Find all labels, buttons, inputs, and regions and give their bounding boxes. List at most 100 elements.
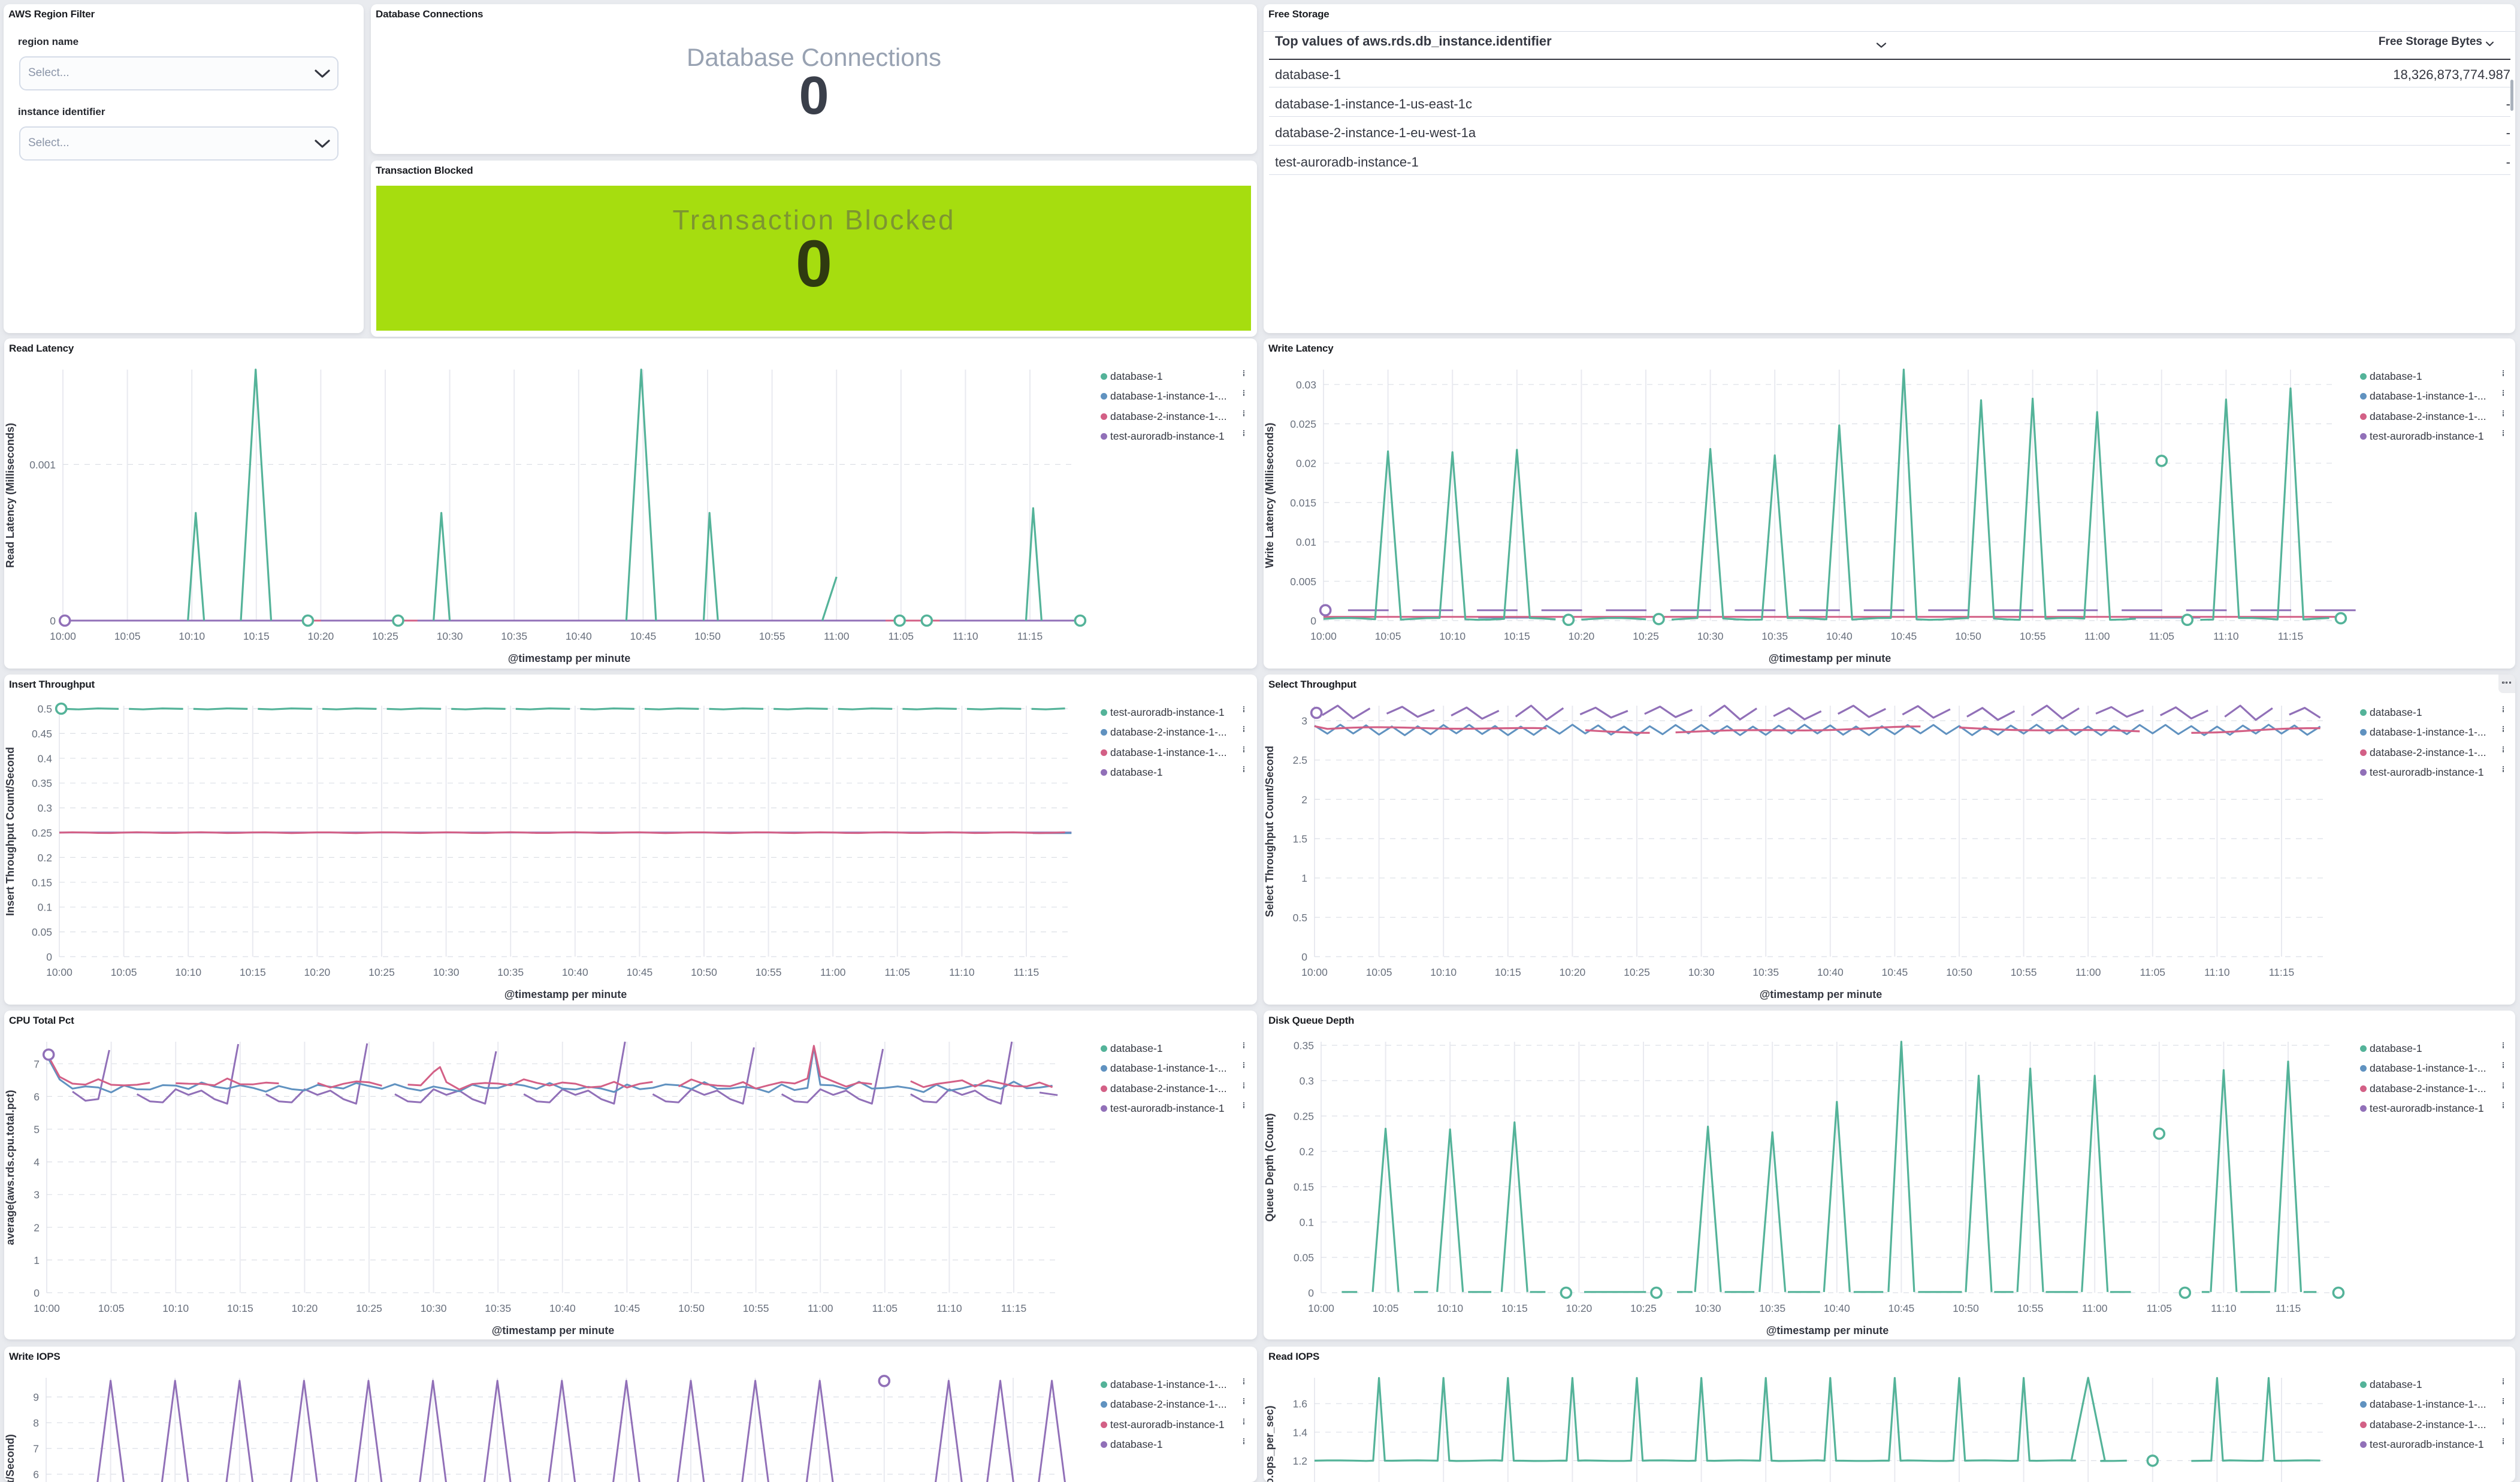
svg-text:Queue Depth (Count): Queue Depth (Count) [1264, 1114, 1276, 1222]
svg-text:0.35: 0.35 [32, 778, 52, 790]
svg-text:Read Latency (Milliseconds): Read Latency (Milliseconds) [4, 423, 16, 568]
svg-text:11:15: 11:15 [1001, 1302, 1027, 1314]
svg-text:10:00: 10:00 [34, 1302, 60, 1314]
svg-text:10:10: 10:10 [1430, 966, 1457, 978]
svg-text:0.45: 0.45 [32, 728, 52, 740]
svg-text:0.25: 0.25 [32, 827, 52, 839]
svg-text:10:25: 10:25 [1624, 966, 1650, 978]
svg-text:11:15: 11:15 [1017, 630, 1043, 642]
svg-text:10:45: 10:45 [1889, 1302, 1915, 1314]
svg-text:10:55: 10:55 [756, 966, 782, 978]
svg-text:1.4: 1.4 [1293, 1426, 1308, 1438]
svg-text:0.4: 0.4 [38, 752, 53, 764]
svg-text:11:15: 11:15 [2269, 966, 2295, 978]
svg-text:6: 6 [34, 1091, 40, 1103]
svg-text:7: 7 [34, 1058, 40, 1070]
svg-text:11:10: 11:10 [936, 1302, 962, 1314]
svg-text:0.005: 0.005 [1290, 576, 1316, 588]
svg-text:0.3: 0.3 [38, 802, 52, 814]
svg-text:0.25: 0.25 [1294, 1111, 1314, 1123]
svg-text:@timestamp per minute: @timestamp per minute [492, 1324, 615, 1336]
svg-text:11:00: 11:00 [808, 1302, 833, 1314]
svg-text:10:35: 10:35 [1752, 966, 1779, 978]
svg-text:0.02: 0.02 [1296, 458, 1316, 470]
svg-text:10:15: 10:15 [240, 966, 266, 978]
svg-text:1.6: 1.6 [1293, 1398, 1307, 1410]
svg-text:Write Latency (Milliseconds): Write Latency (Milliseconds) [1264, 423, 1276, 568]
svg-text:10:05: 10:05 [1375, 630, 1401, 642]
svg-text:10:45: 10:45 [630, 630, 657, 642]
svg-text:10:20: 10:20 [1566, 1302, 1593, 1314]
svg-text:10:25: 10:25 [372, 630, 398, 642]
svg-text:10:30: 10:30 [433, 966, 460, 978]
svg-text:10:55: 10:55 [2020, 630, 2046, 642]
svg-text:0.1: 0.1 [1300, 1217, 1314, 1229]
svg-text:10:55: 10:55 [2017, 1302, 2044, 1314]
svg-text:10:25: 10:25 [1630, 1302, 1657, 1314]
svg-text:11:15: 11:15 [2278, 630, 2304, 642]
svg-text:10:30: 10:30 [421, 1302, 447, 1314]
svg-text:@timestamp per minute: @timestamp per minute [1769, 652, 1891, 664]
svg-text:10:15: 10:15 [227, 1302, 253, 1314]
svg-text:10:05: 10:05 [98, 1302, 125, 1314]
svg-text:0.5: 0.5 [1293, 912, 1307, 924]
svg-text:10:20: 10:20 [308, 630, 334, 642]
svg-text:10:45: 10:45 [1882, 966, 1908, 978]
svg-text:10:55: 10:55 [2011, 966, 2037, 978]
svg-text:2: 2 [34, 1221, 40, 1233]
svg-text:7: 7 [33, 1443, 39, 1455]
svg-text:8: 8 [33, 1417, 39, 1429]
svg-text:10:40: 10:40 [1817, 966, 1844, 978]
svg-text:11:05: 11:05 [2147, 1302, 2172, 1314]
svg-text:10:20: 10:20 [292, 1302, 318, 1314]
svg-text:10:40: 10:40 [1824, 1302, 1850, 1314]
svg-text:10:40: 10:40 [566, 630, 592, 642]
svg-text:0.1: 0.1 [38, 902, 52, 914]
svg-text:11:10: 11:10 [953, 630, 978, 642]
svg-text:@timestamp per minute: @timestamp per minute [504, 988, 627, 1000]
svg-text:0: 0 [1308, 1287, 1314, 1299]
svg-text:10:20: 10:20 [1560, 966, 1586, 978]
svg-text:10:15: 10:15 [1504, 630, 1530, 642]
svg-text:10:05: 10:05 [114, 630, 141, 642]
svg-text:10:15: 10:15 [243, 630, 270, 642]
svg-text:1: 1 [34, 1254, 40, 1266]
svg-text:@timestamp per minute: @timestamp per minute [508, 652, 631, 664]
svg-text:Select Throughput Count/Second: Select Throughput Count/Second [1264, 746, 1276, 917]
svg-text:10:15: 10:15 [1501, 1302, 1528, 1314]
svg-text:10:35: 10:35 [485, 1302, 511, 1314]
svg-text:11:10: 11:10 [2213, 630, 2239, 642]
svg-text:10:25: 10:25 [356, 1302, 382, 1314]
svg-text:2: 2 [1301, 794, 1307, 806]
svg-text:0: 0 [1301, 951, 1307, 963]
svg-text:10:30: 10:30 [437, 630, 463, 642]
svg-text:10:45: 10:45 [627, 966, 653, 978]
svg-text:10:25: 10:25 [368, 966, 395, 978]
svg-text:11:05: 11:05 [2149, 630, 2175, 642]
svg-text:0.15: 0.15 [1294, 1181, 1314, 1193]
svg-text:10:05: 10:05 [111, 966, 137, 978]
svg-text:0: 0 [34, 1287, 40, 1299]
svg-text:10:15: 10:15 [1495, 966, 1521, 978]
svg-text:11:10: 11:10 [949, 966, 975, 978]
svg-text:10:00: 10:00 [1308, 1302, 1334, 1314]
svg-text:10:50: 10:50 [1946, 966, 1972, 978]
svg-text:10:45: 10:45 [1891, 630, 1917, 642]
svg-text:0.05: 0.05 [1294, 1252, 1314, 1264]
svg-text:10:35: 10:35 [497, 966, 524, 978]
svg-text:11:05: 11:05 [885, 966, 911, 978]
svg-text:0.015: 0.015 [1290, 497, 1316, 509]
svg-text:0.025: 0.025 [1290, 418, 1316, 430]
svg-text:2.5: 2.5 [1293, 754, 1307, 766]
svg-text:10:50: 10:50 [678, 1302, 705, 1314]
svg-text:1: 1 [1301, 872, 1307, 884]
svg-text:11:00: 11:00 [824, 630, 850, 642]
svg-text:10:50: 10:50 [691, 966, 717, 978]
svg-text:Insert Throughput Count/Second: Insert Throughput Count/Second [4, 747, 16, 916]
svg-text:0.05: 0.05 [32, 926, 52, 938]
svg-text:10:50: 10:50 [694, 630, 721, 642]
svg-text:0.3: 0.3 [1300, 1075, 1314, 1087]
svg-text:11:05: 11:05 [2140, 966, 2166, 978]
svg-text:0.01: 0.01 [1296, 536, 1316, 548]
svg-text:3: 3 [1301, 715, 1307, 727]
